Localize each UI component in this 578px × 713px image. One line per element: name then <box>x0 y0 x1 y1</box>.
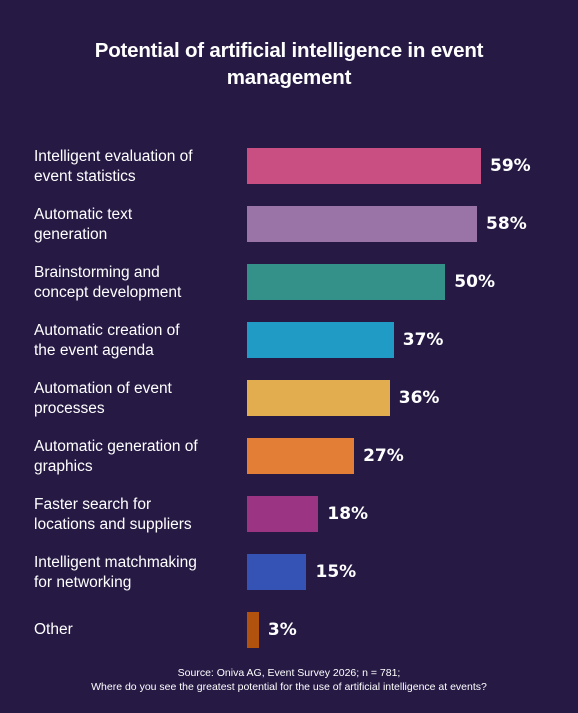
bar <box>247 322 394 358</box>
bar <box>247 496 319 532</box>
value-label: 50% <box>454 272 495 292</box>
category-label: Intelligent matchmaking for networking <box>34 554 197 591</box>
value-label: 27% <box>363 446 404 466</box>
category-label: Intelligent evaluation of event statistic… <box>34 148 193 185</box>
bar <box>247 264 446 300</box>
chart-title: Potential of artificial intelligence in … <box>94 39 484 89</box>
value-label: 3% <box>267 620 297 640</box>
bar <box>247 438 355 474</box>
bar <box>247 380 390 416</box>
survey-question: Where do you see the greatest potential … <box>91 681 487 693</box>
bar <box>247 554 307 590</box>
value-label: 58% <box>486 214 527 234</box>
bar <box>247 612 259 648</box>
category-label: Other <box>34 621 73 638</box>
value-label: 37% <box>402 330 444 350</box>
bar <box>247 148 481 184</box>
category-label: Brainstorming and concept development <box>34 264 182 301</box>
chart-source: Source: Oniva AG, Event Survey 2026; n =… <box>0 666 578 694</box>
value-label: 59% <box>490 156 531 176</box>
category-label: Automatic generation of graphics <box>34 438 198 475</box>
category-label: Automation of event processes <box>34 380 172 417</box>
value-label: 36% <box>398 388 440 408</box>
value-label: 18% <box>327 504 369 524</box>
category-label: Faster search for locations and suppliers <box>34 496 192 533</box>
category-label: Automatic text generation <box>34 206 133 243</box>
value-label: 15% <box>315 562 357 582</box>
source-line: Source: Oniva AG, Event Survey 2026; n =… <box>177 667 401 679</box>
category-label: Automatic creation of the event agenda <box>34 322 180 359</box>
bar <box>247 206 478 242</box>
